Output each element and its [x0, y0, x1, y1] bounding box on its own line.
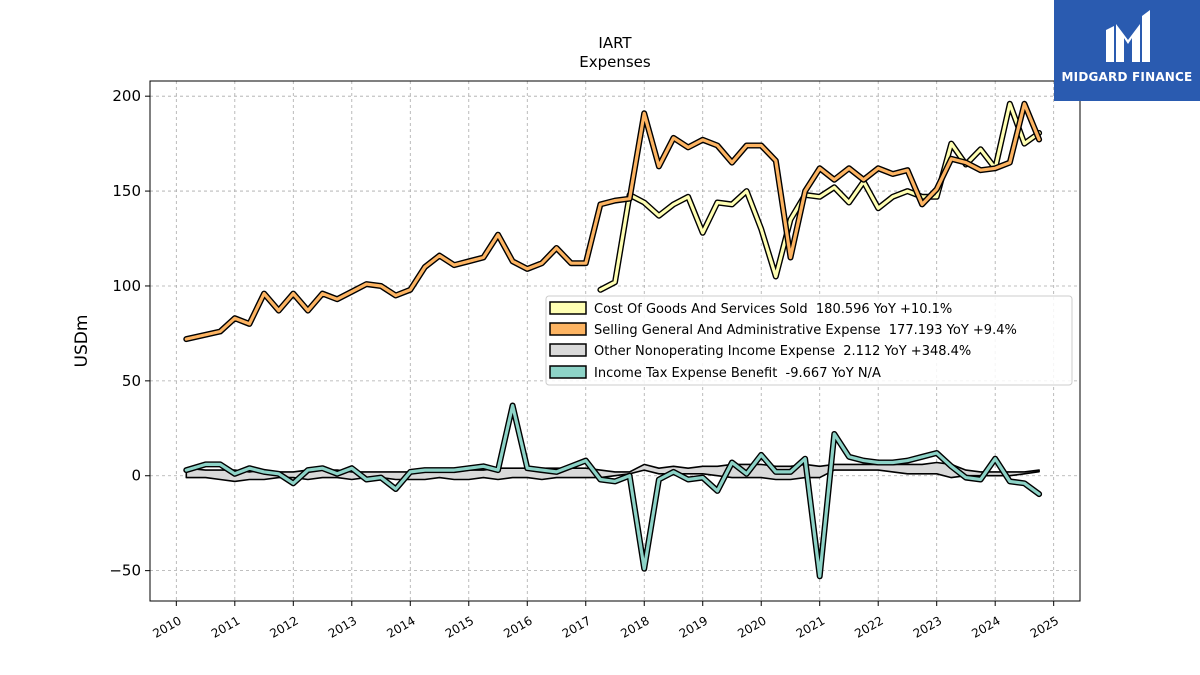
y-tick-label: 0: [131, 467, 141, 485]
chart-subtitle: Expenses: [579, 53, 651, 71]
x-tick-label: 2023: [911, 613, 944, 640]
legend-swatch-sga: [549, 322, 587, 336]
x-tick-label: 2013: [326, 613, 359, 640]
x-tick-label: 2014: [384, 613, 417, 640]
y-axis: −50 0 50 100 150 200: [109, 87, 150, 580]
legend-label-income-tax: Income Tax Expense Benefit -9.667 YoY N/…: [594, 366, 881, 381]
legend-box: [545, 295, 1073, 386]
y-tick-label: 50: [122, 372, 141, 390]
series-band: [185, 461, 1040, 483]
legend-label-cogs: Cost Of Goods And Services Sold 180.596 …: [594, 302, 952, 317]
x-axis: 2010 2011 2012 2013 2014 2015 2016 2017 2018 2019…: [150, 601, 1061, 641]
series-line: [184, 403, 1041, 578]
x-tick-label: 2021: [794, 613, 827, 640]
x-tick-label: 2025: [1028, 613, 1061, 640]
legend: Cost Of Goods And Services Sold 180.596 …: [545, 295, 1073, 386]
series-line: [184, 102, 1041, 341]
x-tick-label: 2022: [852, 613, 885, 640]
x-tick-label: 2010: [150, 613, 183, 640]
plot-frame: [149, 80, 1081, 602]
series-layer: [183, 100, 1043, 580]
y-tick-label: −50: [109, 562, 141, 580]
brand-emblem-icon: [1106, 10, 1150, 62]
x-tick-label: 2017: [560, 613, 593, 640]
y-tick-label: 100: [112, 277, 141, 295]
y-tick-label: 200: [112, 87, 141, 105]
brand-logo: MIDGARD FINANCE: [1054, 0, 1200, 101]
legend-swatch-cogs: [549, 301, 587, 315]
series-2: [185, 461, 1040, 483]
series-3: [183, 402, 1043, 580]
x-tick-label: 2015: [443, 613, 476, 640]
x-tick-label: 2019: [677, 613, 710, 640]
legend-label-nonoperating: Other Nonoperating Income Expense 2.112 …: [594, 344, 971, 359]
legend-swatch-income-tax: [549, 365, 587, 379]
y-axis-label: USDm: [72, 315, 92, 368]
x-tick-label: 2020: [735, 613, 768, 640]
x-tick-label: 2012: [267, 613, 300, 640]
x-tick-label: 2018: [618, 613, 651, 640]
chart-title: IART: [598, 34, 632, 52]
x-tick-label: 2016: [501, 613, 534, 640]
x-tick-label: 2011: [209, 613, 242, 640]
y-tick-label: 150: [112, 182, 141, 200]
legend-label-sga: Selling General And Administrative Expen…: [594, 323, 1017, 338]
legend-swatch-nonoperating: [549, 343, 587, 357]
x-tick-label: 2024: [969, 613, 1002, 640]
brand-name: MIDGARD FINANCE: [1061, 70, 1193, 84]
series-1: [183, 100, 1043, 343]
